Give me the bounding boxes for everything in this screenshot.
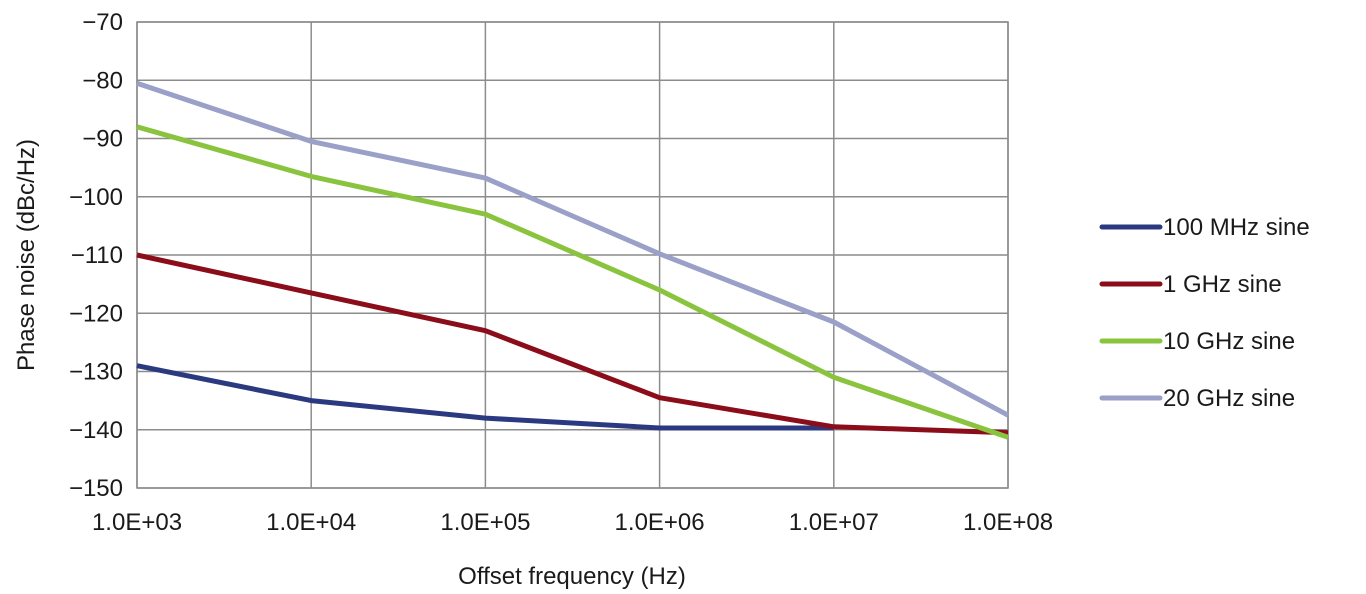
series-line-10-ghz-sine: [136, 124, 1009, 440]
y-tick-label: −120: [69, 300, 123, 327]
legend-item-1-ghz-sine: 1 GHz sine: [1099, 271, 1282, 298]
y-axis-title: Phase noise (dBc/Hz): [13, 139, 40, 371]
y-axis-tick-labels: −70 −80 −90 −100 −110 −120 −130 −140 −150: [69, 9, 123, 502]
legend-item-100-mhz-sine: 100 MHz sine: [1099, 214, 1310, 241]
legend-item-10-ghz-sine: 10 GHz sine: [1099, 328, 1295, 355]
x-tick-label: 1.0E+07: [789, 509, 879, 536]
y-tick-label: −110: [71, 242, 123, 269]
x-axis-title: Offset frequency (Hz): [458, 563, 686, 590]
y-tick-label: −140: [69, 417, 123, 444]
legend: 100 MHz sine 1 GHz sine 10 GHz sine 20 GHz …: [1099, 214, 1310, 412]
y-tick-label: −100: [69, 184, 123, 211]
x-axis-tick-labels: 1.0E+03 1.0E+04 1.0E+05 1.0E+06 1.0E+07 1.0E+…: [92, 509, 1053, 536]
y-tick-label: −130: [69, 359, 123, 386]
legend-label: 1 GHz sine: [1163, 271, 1282, 298]
series-line-1-ghz-sine: [136, 252, 1009, 436]
x-tick-label: 1.0E+03: [92, 509, 182, 536]
x-tick-label: 1.0E+06: [615, 509, 705, 536]
series-line-20-ghz-sine: [136, 80, 1010, 418]
x-tick-label: 1.0E+04: [266, 509, 356, 536]
legend-label: 20 GHz sine: [1163, 385, 1295, 412]
legend-label: 10 GHz sine: [1163, 328, 1295, 355]
y-tick-label: −90: [82, 126, 123, 153]
series-layer: [136, 80, 1010, 440]
legend-item-20-ghz-sine: 20 GHz sine: [1099, 385, 1295, 412]
legend-label: 100 MHz sine: [1163, 214, 1310, 241]
grid: [136, 21, 1009, 489]
y-tick-label: −80: [82, 67, 123, 94]
y-tick-label: −70: [82, 9, 123, 36]
x-tick-label: 1.0E+05: [440, 509, 530, 536]
y-tick-label: −150: [69, 475, 123, 502]
x-tick-label: 1.0E+08: [963, 509, 1053, 536]
series-line-100-mhz-sine: [136, 363, 834, 431]
